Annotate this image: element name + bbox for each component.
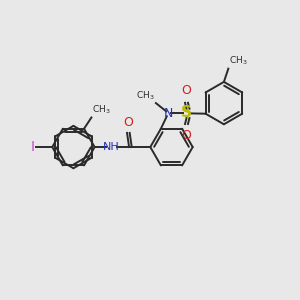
Text: O: O	[182, 85, 191, 98]
Text: CH$_3$: CH$_3$	[229, 55, 248, 67]
Text: CH$_3$: CH$_3$	[92, 103, 111, 116]
Text: NH: NH	[103, 142, 119, 152]
Text: O: O	[182, 129, 191, 142]
Text: S: S	[181, 105, 192, 120]
Text: O: O	[123, 116, 133, 129]
Text: I: I	[31, 140, 34, 154]
Text: N: N	[164, 107, 173, 120]
Text: CH$_3$: CH$_3$	[136, 89, 155, 102]
